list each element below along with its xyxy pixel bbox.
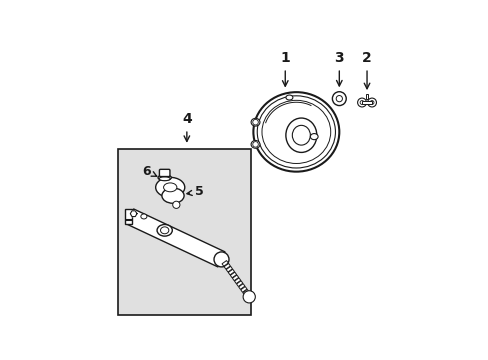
Ellipse shape bbox=[257, 96, 335, 168]
Circle shape bbox=[332, 92, 346, 105]
Circle shape bbox=[357, 98, 366, 107]
Polygon shape bbox=[126, 209, 224, 267]
Ellipse shape bbox=[292, 125, 310, 145]
Ellipse shape bbox=[285, 95, 292, 100]
Polygon shape bbox=[232, 275, 238, 281]
Circle shape bbox=[214, 252, 228, 267]
Polygon shape bbox=[130, 211, 137, 217]
Circle shape bbox=[252, 120, 258, 125]
Polygon shape bbox=[243, 289, 248, 295]
Text: 5: 5 bbox=[186, 185, 203, 198]
Polygon shape bbox=[230, 272, 236, 278]
Circle shape bbox=[367, 98, 376, 107]
Circle shape bbox=[336, 95, 342, 102]
Bar bbox=[361, 101, 371, 104]
Polygon shape bbox=[125, 209, 132, 224]
Polygon shape bbox=[234, 278, 240, 284]
Text: 4: 4 bbox=[182, 112, 191, 141]
Circle shape bbox=[359, 100, 363, 104]
Bar bbox=[117, 149, 250, 315]
Ellipse shape bbox=[253, 92, 339, 172]
FancyBboxPatch shape bbox=[159, 169, 170, 176]
Circle shape bbox=[369, 100, 373, 104]
Ellipse shape bbox=[159, 177, 170, 181]
Polygon shape bbox=[244, 292, 251, 298]
Circle shape bbox=[243, 291, 255, 303]
Ellipse shape bbox=[285, 118, 316, 152]
Ellipse shape bbox=[310, 134, 318, 140]
Ellipse shape bbox=[250, 140, 260, 148]
Polygon shape bbox=[228, 269, 234, 275]
Text: 6: 6 bbox=[142, 165, 157, 177]
Text: 1: 1 bbox=[280, 51, 289, 86]
Polygon shape bbox=[238, 284, 244, 289]
Circle shape bbox=[252, 141, 258, 147]
Ellipse shape bbox=[160, 227, 168, 234]
Bar bbox=[365, 94, 367, 99]
Ellipse shape bbox=[250, 118, 260, 126]
Text: 3: 3 bbox=[334, 51, 344, 86]
Polygon shape bbox=[240, 287, 246, 292]
Text: 2: 2 bbox=[362, 51, 371, 89]
Ellipse shape bbox=[157, 225, 172, 236]
Ellipse shape bbox=[163, 183, 177, 192]
Polygon shape bbox=[236, 281, 243, 287]
Ellipse shape bbox=[162, 188, 183, 203]
Ellipse shape bbox=[155, 177, 184, 197]
Polygon shape bbox=[224, 264, 230, 269]
Ellipse shape bbox=[262, 100, 330, 163]
Ellipse shape bbox=[141, 214, 146, 219]
Circle shape bbox=[172, 201, 180, 208]
Ellipse shape bbox=[158, 175, 171, 180]
Polygon shape bbox=[226, 266, 232, 272]
Polygon shape bbox=[222, 261, 228, 266]
